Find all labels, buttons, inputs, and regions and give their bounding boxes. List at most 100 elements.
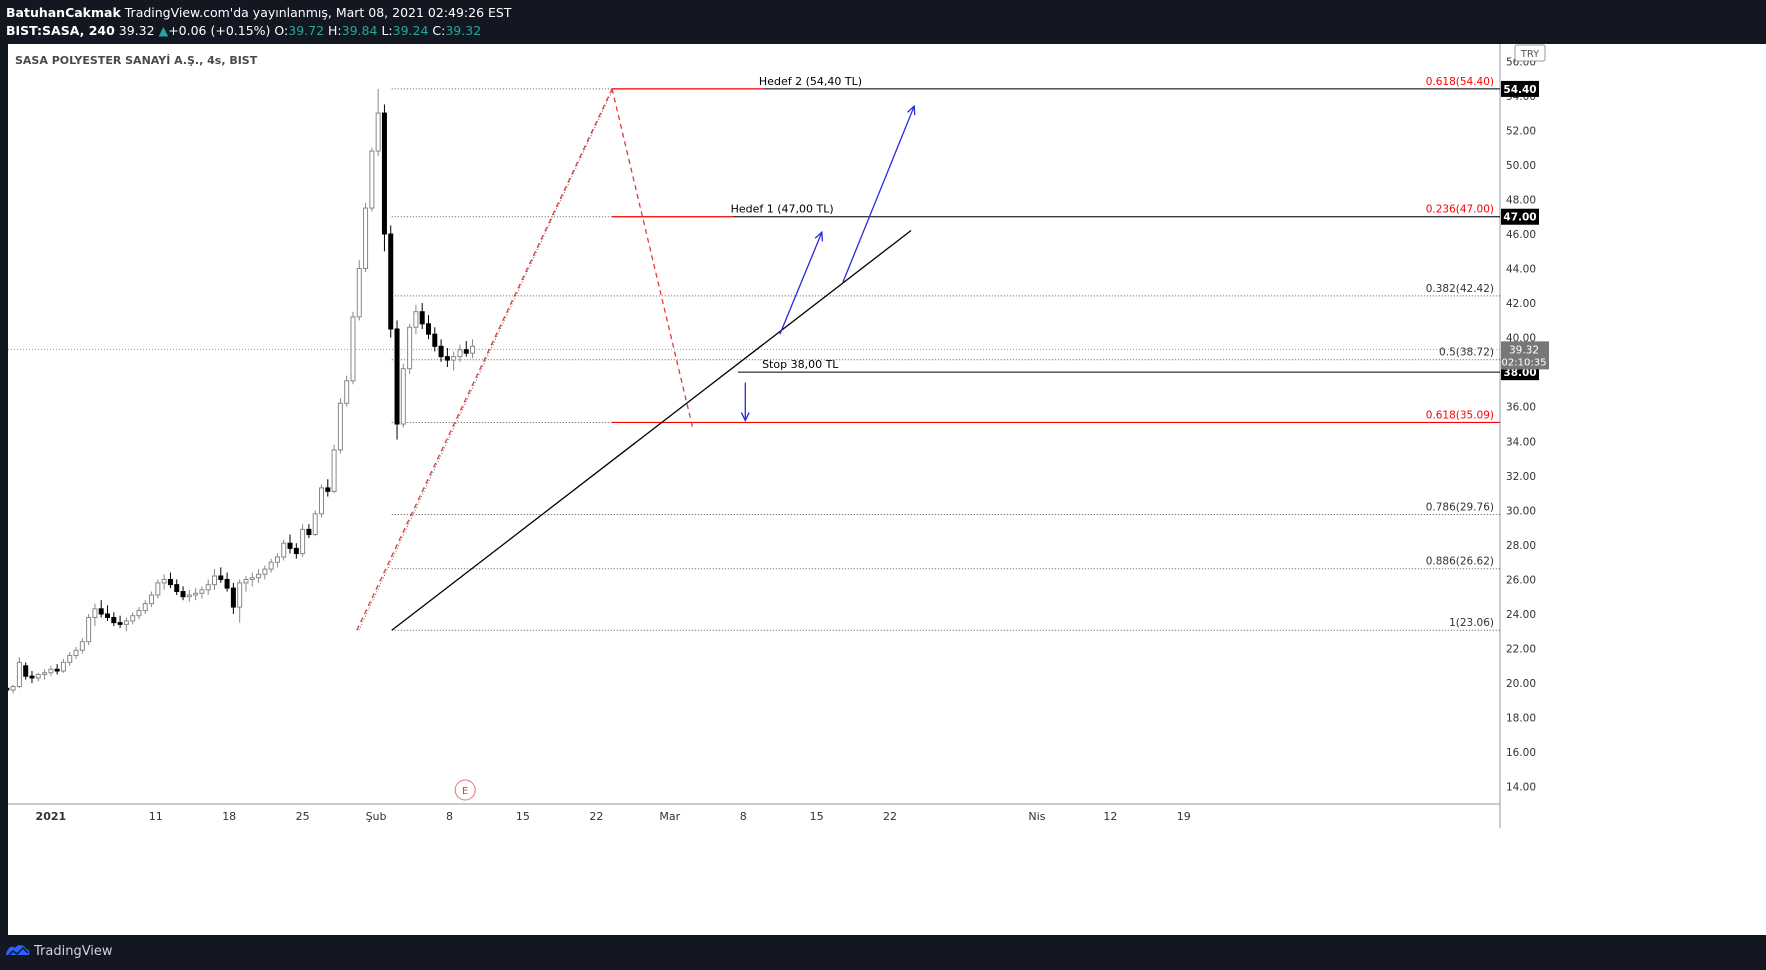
candle bbox=[356, 268, 362, 318]
candle bbox=[287, 542, 293, 549]
stop-arrow-head bbox=[740, 412, 750, 423]
y-tick-label: 26.00 bbox=[1506, 574, 1536, 586]
brand-label[interactable]: TradingView bbox=[34, 944, 113, 959]
candle bbox=[426, 323, 431, 335]
price-badge-label: 38.00 bbox=[1503, 367, 1536, 379]
published-text: TradingView.com'da yayınlanmış, Mart 08,… bbox=[124, 5, 512, 20]
candle bbox=[274, 556, 280, 563]
candle bbox=[350, 316, 356, 382]
close-value: 39.32 bbox=[445, 23, 482, 38]
candle bbox=[230, 587, 236, 608]
rally-dotted-line bbox=[358, 88, 614, 631]
author-name[interactable]: BatuhanCakmak bbox=[6, 5, 121, 20]
annotation-label: Hedef 2 (54,40 TL) bbox=[759, 75, 862, 88]
target-arrow-2 bbox=[842, 105, 915, 283]
target-arrow-1 bbox=[779, 232, 823, 335]
candle bbox=[29, 675, 35, 679]
x-tick-label: Şub bbox=[366, 810, 387, 823]
candle bbox=[281, 542, 287, 558]
currency-badge[interactable] bbox=[1514, 44, 1546, 62]
high-value: 39.84 bbox=[341, 23, 378, 38]
countdown-label: 02:10:35 bbox=[1502, 357, 1547, 368]
y-tick-label: 34.00 bbox=[1506, 436, 1536, 448]
candle bbox=[344, 380, 350, 404]
x-tick-label: 19 bbox=[1177, 810, 1191, 823]
earnings-label: E bbox=[462, 786, 468, 797]
candle bbox=[300, 528, 306, 555]
fib-level-label: 0.786(29.76) bbox=[1426, 502, 1494, 514]
candle bbox=[79, 641, 85, 651]
candle bbox=[167, 578, 173, 586]
candle bbox=[136, 610, 142, 617]
y-tick-label: 20.00 bbox=[1506, 678, 1536, 690]
x-tick-label: 18 bbox=[222, 810, 236, 823]
candle bbox=[155, 582, 161, 596]
candle bbox=[400, 368, 406, 425]
candle bbox=[419, 311, 425, 325]
candle bbox=[268, 561, 274, 570]
candle bbox=[432, 333, 438, 347]
x-tick-label: 2021 bbox=[36, 810, 67, 823]
target-arrow-1-head bbox=[814, 230, 824, 242]
y-tick-label: 14.00 bbox=[1506, 782, 1536, 794]
candle bbox=[256, 573, 262, 579]
chart-header: BatuhanCakmak TradingView.com'da yayınla… bbox=[0, 0, 1766, 44]
x-tick-label: 15 bbox=[516, 810, 530, 823]
candle bbox=[319, 487, 325, 515]
candle bbox=[149, 594, 155, 605]
candle bbox=[237, 582, 243, 608]
candle bbox=[174, 584, 180, 593]
x-tick-label: Mar bbox=[659, 810, 680, 823]
price-badge bbox=[1501, 208, 1539, 225]
y-tick-label: 52.00 bbox=[1506, 125, 1536, 137]
last-price-label: 39.32 bbox=[1509, 344, 1539, 356]
candle bbox=[212, 575, 218, 586]
footer-bar: TradingView bbox=[0, 935, 1766, 970]
pullback-dashed-line bbox=[611, 88, 694, 429]
fib-level-label: 1(23.06) bbox=[1449, 617, 1494, 629]
candle bbox=[205, 584, 211, 591]
chart-canvas[interactable]: 0.618(54.40) 0.236(47.00) 0.382(42.42) 0.5(… bbox=[8, 44, 1766, 935]
candle bbox=[199, 589, 205, 594]
last-price: 39.32 bbox=[118, 23, 155, 38]
candle bbox=[23, 665, 29, 677]
x-tick-label: 22 bbox=[589, 810, 603, 823]
y-tick-label: 22.00 bbox=[1506, 644, 1536, 656]
candle bbox=[98, 608, 104, 615]
chart-panel[interactable]: 0.618(54.40) 0.236(47.00) 0.382(42.42) 0.5(… bbox=[8, 44, 1766, 935]
candle bbox=[54, 668, 60, 672]
candle bbox=[444, 356, 450, 361]
tradingview-logo-icon[interactable] bbox=[6, 943, 30, 959]
x-tick-label: 8 bbox=[740, 810, 747, 823]
candle bbox=[394, 328, 400, 425]
low-value: 39.24 bbox=[392, 23, 429, 38]
candle bbox=[123, 620, 129, 625]
y-tick-label: 30.00 bbox=[1506, 505, 1536, 517]
price-badge-label: 47.00 bbox=[1503, 212, 1536, 224]
candle bbox=[67, 654, 73, 663]
change-up-icon: ▲ bbox=[158, 23, 169, 38]
candle bbox=[8, 687, 10, 691]
open-label: O: bbox=[274, 23, 289, 38]
y-tick-label: 48.00 bbox=[1506, 194, 1536, 206]
x-tick-label: 8 bbox=[446, 810, 453, 823]
candle bbox=[451, 356, 457, 361]
y-tick-label: 28.00 bbox=[1506, 540, 1536, 552]
fib-level-label: 0.236(47.00) bbox=[1426, 204, 1494, 216]
candle bbox=[470, 345, 476, 354]
candle bbox=[375, 112, 381, 152]
candle bbox=[381, 112, 387, 235]
y-tick-label: 16.00 bbox=[1506, 747, 1536, 759]
y-tick-label: 42.00 bbox=[1506, 298, 1536, 310]
candle bbox=[111, 616, 117, 624]
candle bbox=[161, 578, 167, 584]
high-label: H: bbox=[328, 23, 342, 38]
candle bbox=[92, 608, 98, 618]
earnings-icon[interactable] bbox=[454, 779, 476, 801]
ohlc-legend: BIST:SASA, 240 39.32 ▲+0.06 (+0.15%) O:3… bbox=[6, 23, 481, 38]
y-tick-label: 18.00 bbox=[1506, 713, 1536, 725]
fib-level-label: 0.5(38.72) bbox=[1439, 347, 1494, 359]
x-tick-label: Nis bbox=[1028, 810, 1045, 823]
candle bbox=[438, 345, 444, 358]
last-price-badge bbox=[1501, 341, 1549, 370]
